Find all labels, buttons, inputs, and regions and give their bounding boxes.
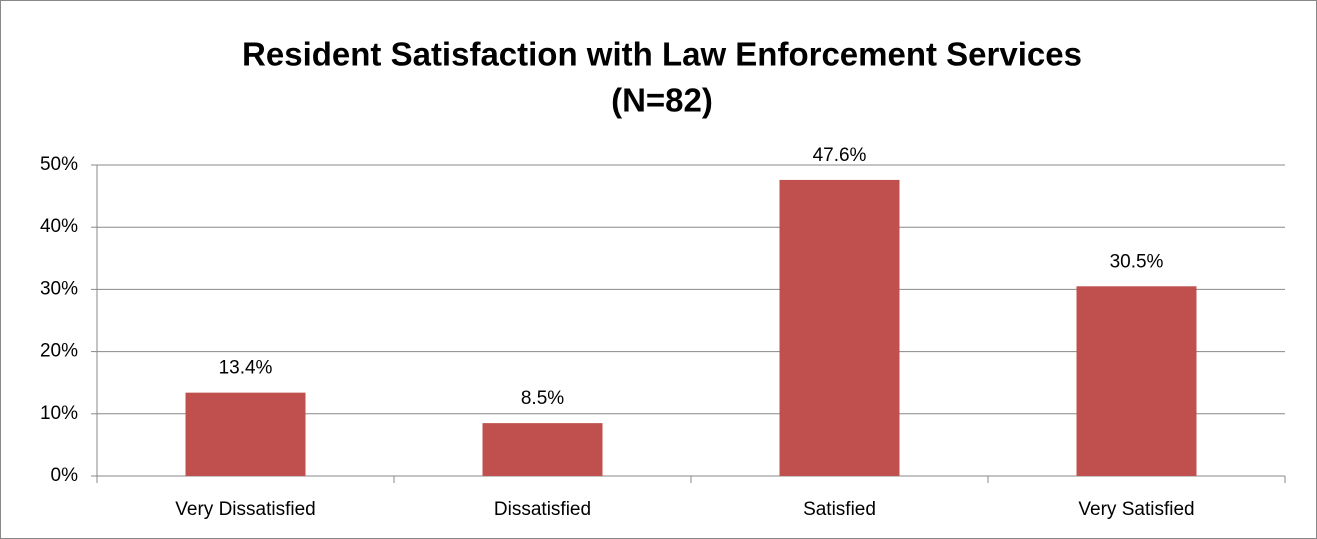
x-tick-label: Dissatisfied (494, 499, 591, 520)
data-label: 13.4% (219, 358, 273, 379)
x-tick-label: Very Satisfied (1078, 499, 1194, 520)
y-tick-label: 50% (40, 154, 78, 175)
y-tick-label: 0% (51, 465, 79, 486)
chart-title: Resident Satisfaction with Law Enforceme… (242, 36, 1082, 73)
data-label: 30.5% (1110, 251, 1164, 272)
y-tick-label: 20% (40, 341, 78, 362)
chart-title: (N=82) (611, 82, 713, 119)
bar (185, 392, 306, 476)
x-tick-label: Very Dissatisfied (175, 499, 315, 520)
x-tick-label: Satisfied (803, 499, 876, 520)
bar (1076, 286, 1197, 476)
bar (482, 423, 603, 476)
data-label: 47.6% (813, 145, 867, 166)
y-tick-label: 30% (40, 278, 78, 299)
data-label: 8.5% (521, 388, 564, 409)
bar (779, 179, 900, 477)
y-tick-label: 40% (40, 216, 78, 237)
y-tick-label: 10% (40, 403, 78, 424)
